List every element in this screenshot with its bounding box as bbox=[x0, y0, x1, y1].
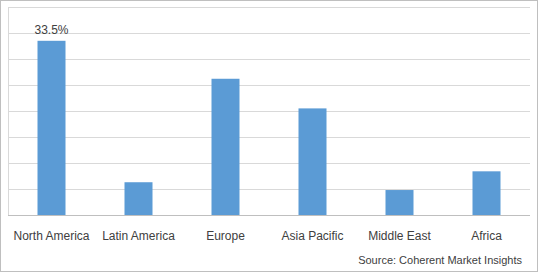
grid-line bbox=[8, 7, 530, 8]
x-tick-label: Asia Pacific bbox=[281, 229, 343, 243]
x-tick-label: Middle East bbox=[368, 229, 431, 243]
x-tick-label: Europe bbox=[206, 229, 245, 243]
bar bbox=[299, 108, 327, 215]
data-label: 33.5% bbox=[34, 23, 68, 37]
bars bbox=[38, 41, 501, 215]
grid-line bbox=[8, 111, 530, 112]
grid-line bbox=[8, 163, 530, 164]
y-axis-line bbox=[8, 7, 9, 215]
x-tick-label: North America bbox=[13, 229, 89, 243]
grid-line bbox=[8, 137, 530, 138]
grid-line bbox=[8, 33, 530, 34]
chart-container: 33.5% North America Latin America Europe Asi… bbox=[0, 0, 538, 272]
bar bbox=[212, 79, 240, 215]
chart-svg: 33.5% North America Latin America Europe Asi… bbox=[0, 0, 538, 272]
grid-line bbox=[8, 215, 530, 216]
bar bbox=[386, 190, 414, 215]
x-tick-label: Latin America bbox=[102, 229, 175, 243]
grid-line bbox=[8, 189, 530, 190]
source: Source: Coherent Market Insights bbox=[358, 254, 522, 266]
bar bbox=[38, 41, 66, 215]
grid bbox=[8, 8, 530, 216]
grid-line bbox=[8, 59, 530, 60]
chart-border bbox=[1, 1, 538, 272]
bar bbox=[125, 182, 153, 215]
grid-line bbox=[8, 85, 530, 86]
bar bbox=[473, 171, 501, 215]
x-tick-label: Africa bbox=[471, 229, 502, 243]
